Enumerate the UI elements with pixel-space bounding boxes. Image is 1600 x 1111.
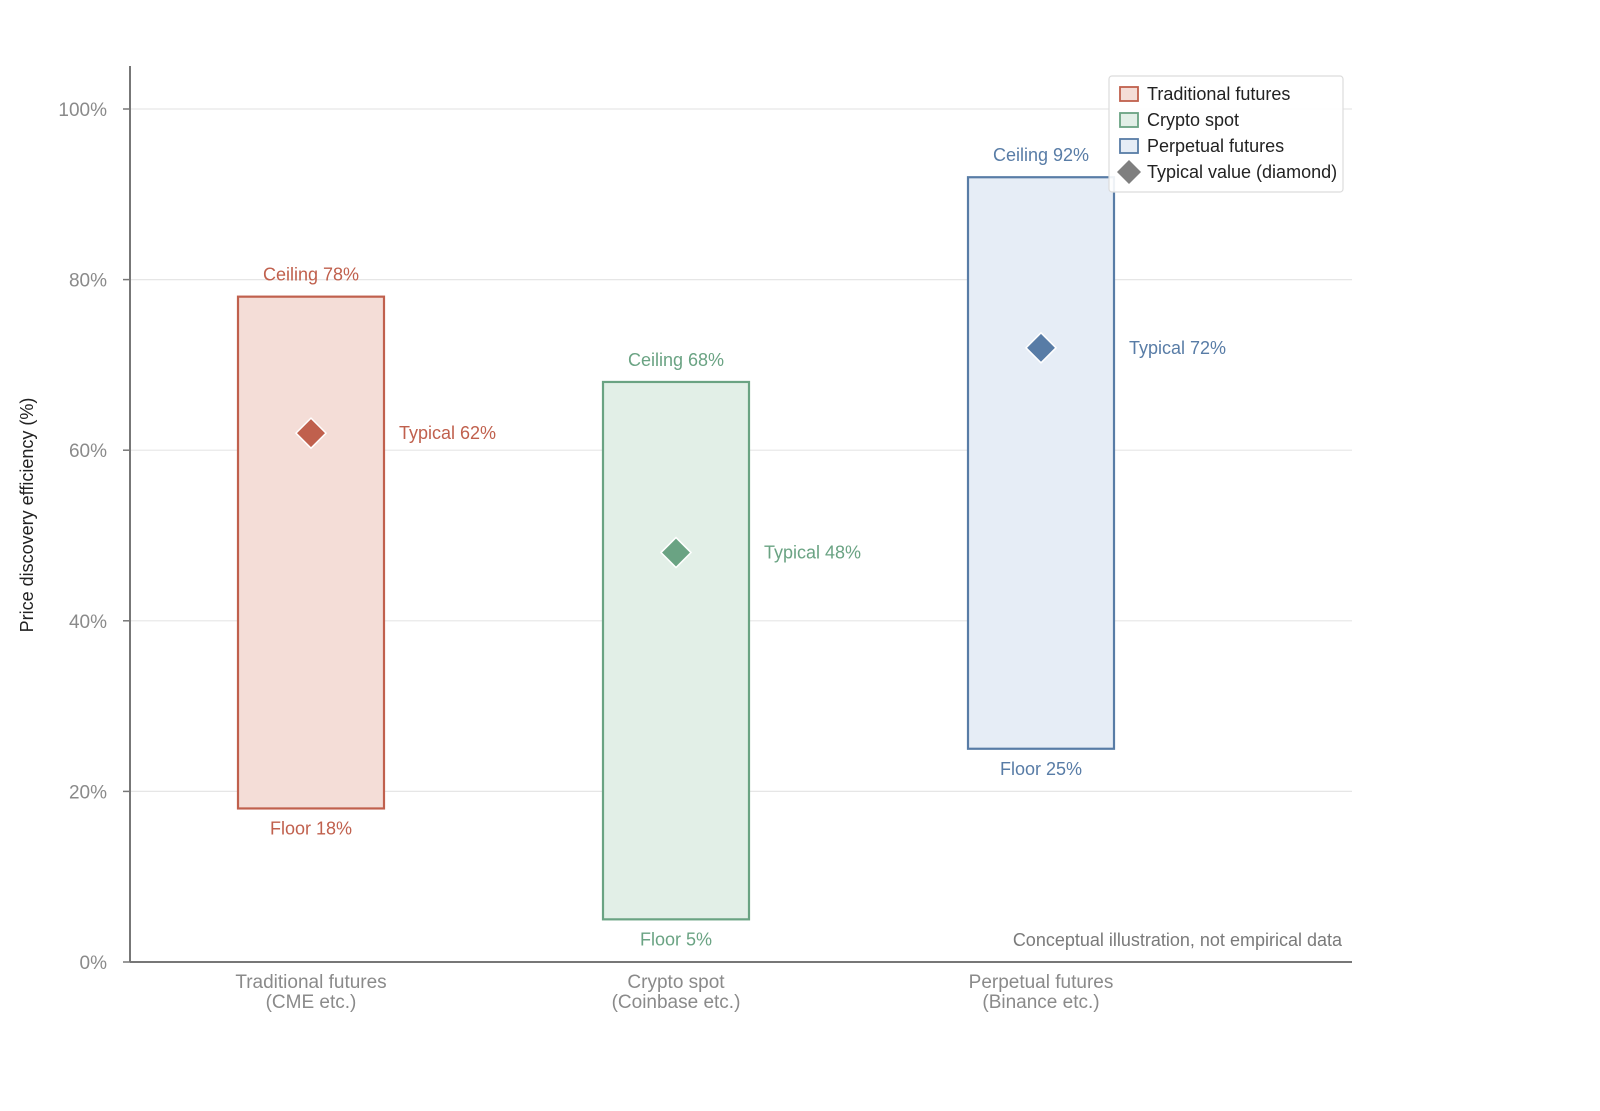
annotation-note: Conceptual illustration, not empirical d… xyxy=(1013,930,1343,950)
typical-diamond xyxy=(1024,331,1058,364)
typical-diamond xyxy=(659,536,693,569)
y-tick-label: 0% xyxy=(80,953,108,974)
legend-swatch xyxy=(1119,138,1139,154)
typical-diamond xyxy=(294,417,328,450)
x-tick-label: Traditional futures xyxy=(235,972,386,993)
range-bars xyxy=(236,176,1116,921)
typical-label: Typical 62% xyxy=(399,423,496,443)
y-axis-label: Price discovery efficiency (%) xyxy=(17,398,37,633)
y-tick-label: 60% xyxy=(69,441,107,462)
legend-swatch xyxy=(1119,86,1139,102)
y-tick-label: 100% xyxy=(58,100,107,121)
ceiling-label: Ceiling 92% xyxy=(993,145,1089,165)
legend-label: Typical value (diamond) xyxy=(1147,162,1337,182)
legend: Traditional futures Crypto spot Perpetual … xyxy=(1108,75,1344,193)
floor-label: Floor 18% xyxy=(270,818,352,838)
diamond-icon xyxy=(1117,160,1141,184)
x-tick-label: Crypto spot xyxy=(627,972,725,993)
data-labels: Ceiling 78% Floor 18% Typical 62% Ceiling 6… xyxy=(263,145,1226,949)
ceiling-label: Ceiling 78% xyxy=(263,265,359,285)
legend-box xyxy=(1108,75,1344,193)
ceiling-label: Ceiling 68% xyxy=(628,350,724,370)
y-tick-label: 40% xyxy=(69,612,107,633)
legend-label: Traditional futures xyxy=(1147,84,1290,104)
x-tick-label: (Coinbase etc.) xyxy=(612,992,741,1013)
range-bar xyxy=(601,380,751,921)
y-tick-label: 20% xyxy=(69,782,107,803)
y-tick-label: 80% xyxy=(69,271,107,292)
x-tick-label: Perpetual futures xyxy=(969,972,1114,993)
legend-label: Crypto spot xyxy=(1147,110,1239,130)
x-tick-label: (Binance etc.) xyxy=(982,992,1099,1013)
floor-label: Floor 5% xyxy=(640,929,712,949)
x-tick-label: (CME etc.) xyxy=(266,992,357,1013)
range-bar xyxy=(236,295,386,810)
legend-swatch xyxy=(1119,112,1139,128)
range-bar xyxy=(966,176,1116,750)
axes: 0%20%40%60%80%100%Traditional futures(CM… xyxy=(58,66,1352,1013)
legend-label: Perpetual futures xyxy=(1147,136,1284,156)
typical-label: Typical 72% xyxy=(1129,338,1226,358)
floor-label: Floor 25% xyxy=(1000,759,1082,779)
typical-label: Typical 48% xyxy=(764,543,861,563)
